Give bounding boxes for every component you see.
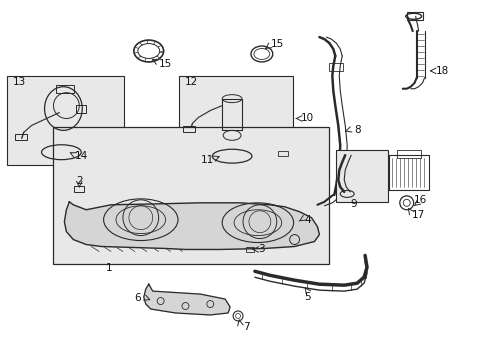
- Bar: [406, 12, 422, 20]
- Text: 1: 1: [105, 263, 112, 273]
- Text: 3: 3: [258, 244, 264, 255]
- Bar: [7, 76, 123, 165]
- Bar: [388, 155, 427, 190]
- Text: 6: 6: [134, 293, 141, 303]
- Text: 12: 12: [184, 77, 198, 87]
- Bar: [222, 99, 242, 130]
- Bar: [277, 151, 287, 156]
- Bar: [178, 76, 292, 165]
- Text: 15: 15: [159, 59, 172, 69]
- Bar: [76, 105, 86, 113]
- Text: 7: 7: [242, 322, 249, 332]
- Bar: [245, 247, 253, 252]
- Bar: [328, 63, 343, 71]
- Text: 13: 13: [13, 77, 26, 87]
- Bar: [336, 150, 387, 202]
- Bar: [183, 126, 195, 132]
- Bar: [56, 85, 74, 93]
- Text: 9: 9: [350, 199, 357, 209]
- Polygon shape: [64, 202, 319, 249]
- Text: 17: 17: [411, 210, 425, 220]
- Text: 5: 5: [304, 292, 310, 302]
- Text: 11: 11: [200, 155, 213, 165]
- Text: 4: 4: [304, 215, 310, 225]
- Text: 2: 2: [76, 176, 82, 186]
- Text: 14: 14: [75, 151, 88, 161]
- Bar: [396, 150, 420, 158]
- Text: 8: 8: [353, 125, 360, 135]
- Polygon shape: [143, 284, 230, 315]
- Text: 18: 18: [435, 66, 448, 76]
- Bar: [15, 134, 27, 140]
- Bar: [53, 127, 328, 264]
- Text: 15: 15: [270, 39, 284, 49]
- Text: 16: 16: [413, 195, 427, 205]
- Text: 10: 10: [300, 113, 313, 123]
- Bar: [74, 186, 84, 192]
